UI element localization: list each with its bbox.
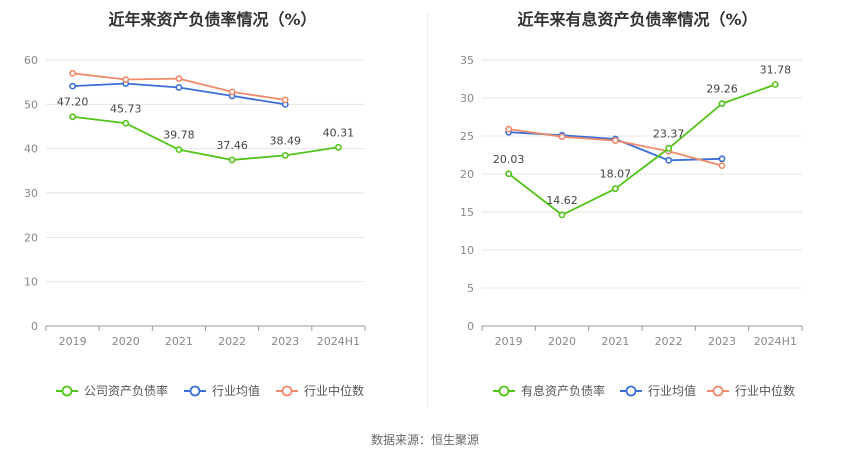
x-tick-label: 2022 — [218, 335, 246, 348]
data-label: 37.46 — [216, 139, 248, 152]
data-point — [281, 151, 289, 159]
legend-label: 行业均值 — [648, 383, 696, 398]
data-point — [69, 113, 76, 121]
legend-swatch-marker — [61, 385, 73, 397]
y-tick-label: 60 — [24, 54, 38, 67]
data-label: 38.49 — [270, 134, 302, 147]
source-note: 数据来源：恒生聚源 — [370, 433, 479, 447]
y-tick-label: 35 — [460, 54, 474, 67]
data-point — [281, 96, 289, 104]
legend-swatch-marker — [281, 385, 293, 397]
chart-svg-left: 0 10 20 30 40 50 60 2019 2020 2021 2022 2023 2024H1 4… — [24, 54, 366, 398]
x-tick-label: 2024H1 — [317, 335, 360, 348]
data-point — [718, 100, 726, 108]
x-tick-label: 2021 — [165, 335, 193, 348]
legend-swatch-marker — [625, 385, 637, 397]
data-point — [228, 156, 236, 164]
legend-label: 行业中位数 — [304, 383, 364, 398]
y-tick-label: 10 — [460, 244, 474, 257]
data-point — [505, 125, 513, 133]
data-point — [122, 119, 130, 127]
legend-swatch-marker — [498, 385, 510, 397]
data-label: 39.78 — [163, 129, 195, 142]
y-tick-label: 30 — [24, 187, 38, 200]
chart-svg-right: 0 5 10 15 20 25 30 35 2019 2020 2021 2022 2023 2024H1… — [460, 54, 803, 398]
data-point — [718, 155, 726, 163]
data-label: 47.20 — [57, 96, 89, 109]
data-point — [771, 81, 779, 88]
y-tick-label: 20 — [460, 168, 474, 181]
y-tick-label: 30 — [460, 92, 474, 105]
data-point — [558, 133, 566, 141]
chart-panel-right: 近年来有息资产负债率情况（%） 0 5 10 15 20 25 30 35 2019 2020 20… — [425, 0, 850, 420]
data-label: 29.26 — [706, 83, 738, 96]
series-line — [72, 115, 339, 161]
data-point — [665, 156, 673, 164]
data-point — [611, 137, 619, 144]
data-point — [175, 146, 183, 154]
x-tick-label: 2023 — [271, 335, 299, 348]
y-tick-label: 20 — [24, 231, 38, 244]
chart-panel-left: 近年来资产负债率情况（%） 0 10 20 30 40 50 60 2019 2020 2021 2… — [0, 0, 425, 420]
data-point — [335, 143, 342, 151]
y-tick-label: 10 — [24, 276, 38, 289]
y-tick-label: 0 — [467, 320, 474, 333]
legend-label: 公司资产负债率 — [84, 383, 168, 398]
data-point — [69, 82, 76, 90]
y-tick-label: 50 — [24, 98, 38, 111]
y-tick-label: 40 — [24, 143, 38, 156]
x-tick-label: 2024H1 — [754, 335, 797, 348]
x-tick-label: 2023 — [708, 335, 736, 348]
series-line — [508, 83, 776, 216]
data-label: 45.73 — [110, 102, 142, 115]
data-label: 23.37 — [653, 127, 685, 140]
data-point — [175, 75, 183, 83]
data-point — [505, 170, 513, 178]
x-tick-label: 2019 — [495, 335, 523, 348]
data-label: 18.07 — [600, 168, 632, 181]
legend-label: 有息资产负债率 — [521, 383, 605, 398]
panel-divider — [427, 12, 428, 407]
chart-title: 近年来资产负债率情况（%） — [108, 10, 317, 29]
legend-label: 行业均值 — [212, 383, 260, 398]
data-point — [665, 144, 673, 152]
data-point — [558, 211, 566, 219]
data-point — [175, 84, 183, 91]
data-label: 31.78 — [760, 63, 792, 76]
legend-label: 行业中位数 — [735, 383, 795, 398]
legend-swatch-marker — [712, 385, 724, 397]
y-tick-label: 0 — [31, 320, 38, 333]
data-point — [122, 76, 130, 83]
x-tick-label: 2021 — [601, 335, 629, 348]
chart-title: 近年来有息资产负债率情况（%） — [517, 10, 758, 29]
y-tick-label: 25 — [460, 130, 474, 143]
y-tick-label: 5 — [467, 282, 474, 295]
x-tick-label: 2020 — [112, 335, 140, 348]
data-point — [718, 162, 726, 170]
legend-swatch-marker — [189, 385, 201, 397]
data-point — [611, 185, 619, 193]
data-label: 20.03 — [493, 153, 525, 166]
data-point — [228, 88, 236, 96]
x-tick-label: 2019 — [59, 335, 87, 348]
y-tick-label: 15 — [460, 206, 474, 219]
data-label: 14.62 — [546, 194, 578, 207]
data-point — [69, 69, 76, 77]
x-tick-label: 2020 — [548, 335, 576, 348]
data-label: 40.31 — [323, 126, 355, 139]
x-tick-label: 2022 — [655, 335, 683, 348]
